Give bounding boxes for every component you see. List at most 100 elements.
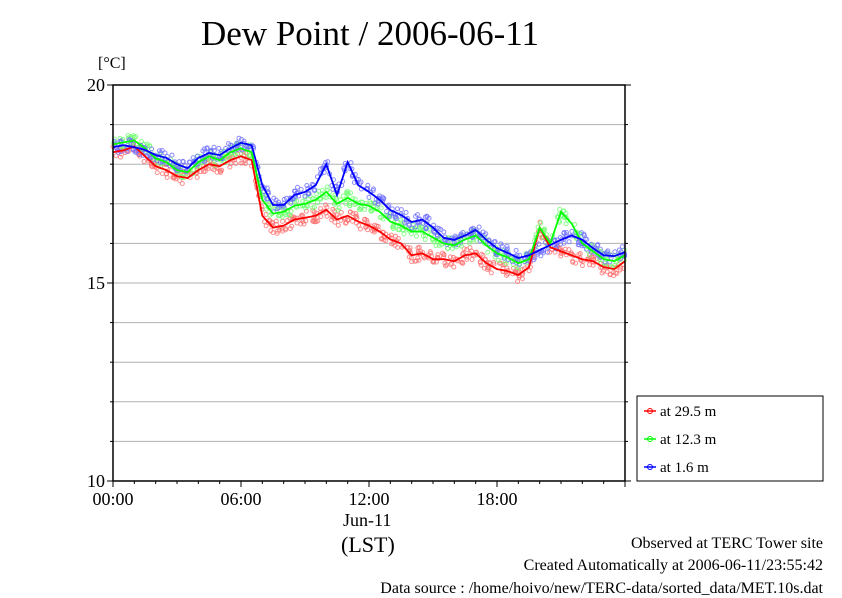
scatter-point (159, 147, 165, 153)
scatter-point (377, 193, 383, 199)
scatter-point (342, 220, 348, 226)
scatter-point (156, 148, 162, 154)
scatter-point (329, 217, 335, 223)
scatter-point (211, 144, 217, 150)
x-tick-label: 06:00 (220, 489, 261, 509)
scatter-point (538, 220, 544, 226)
x-tick-label: 12:00 (348, 489, 389, 509)
scatter-point (618, 265, 624, 271)
scatter-point (413, 258, 419, 264)
scatter-point (236, 135, 242, 141)
scatter-point (399, 213, 405, 219)
scatter-point (562, 246, 568, 252)
scatter-point (561, 240, 567, 246)
scatter-point (346, 202, 352, 208)
scatter-point (488, 270, 494, 276)
y-tick-label: 20 (87, 75, 105, 95)
legend: at 29.5 m at 12.3 m at 1.6 m (636, 395, 824, 482)
scatter-point (138, 142, 144, 148)
scatter-point (187, 159, 193, 165)
scatter-point (374, 223, 380, 229)
scatter-point (154, 170, 160, 176)
scatter-point (318, 206, 324, 212)
scatter-point (458, 259, 464, 265)
scatter-point (173, 176, 179, 182)
scatter-point (338, 209, 344, 215)
scatter-point (515, 279, 521, 285)
scatter-point (477, 260, 483, 266)
legend-marker (647, 436, 653, 442)
scatter-point (345, 191, 351, 197)
scatter-point (311, 188, 317, 194)
scatter-point (611, 263, 617, 269)
scatter-point (295, 184, 301, 190)
scatter-point (401, 231, 407, 237)
scatter-point (233, 160, 239, 166)
scatter-point (423, 226, 429, 232)
scatter-point (433, 259, 439, 265)
scatter-point (298, 186, 304, 192)
scatter-point (378, 205, 384, 211)
scatter-point (302, 205, 308, 211)
scatter-point (369, 228, 375, 234)
scatter-point (435, 252, 441, 258)
scatter-point (200, 169, 206, 175)
scatter-point (406, 254, 412, 260)
chart-title: Dew Point / 2006-06-11 (201, 14, 539, 53)
scatter-point (605, 248, 611, 254)
scatter-point (369, 208, 375, 214)
scatter-point (491, 259, 497, 265)
scatter-point (409, 259, 415, 265)
scatter-point (348, 160, 354, 166)
scatter-point (434, 225, 440, 231)
scatter-point (490, 242, 496, 248)
scatter-point (431, 259, 437, 265)
scatter-point (264, 185, 270, 191)
scatter-point (335, 222, 341, 228)
footer-source: Data source : /home/hoivo/new/TERC-data/… (380, 580, 823, 597)
footer-observed: Observed at TERC Tower site (630, 535, 823, 552)
scatter-point (294, 220, 300, 226)
scatter-point (218, 156, 224, 162)
scatter-point (477, 231, 483, 237)
x-date-label: Jun-11 (343, 510, 392, 530)
scatter-point (333, 194, 339, 200)
scatter-point (303, 218, 309, 224)
scatter-point (372, 200, 378, 206)
scatter-point (314, 200, 320, 206)
scatter-point (394, 206, 400, 212)
scatter-point (581, 233, 587, 239)
scatter-point (310, 205, 316, 211)
scatter-point (420, 220, 426, 226)
scatter-point (288, 195, 294, 201)
y-tick-label: 15 (87, 273, 105, 293)
scatter-point (614, 271, 620, 277)
scatter-point (563, 230, 569, 236)
scatter-point (540, 250, 546, 256)
scatter-point (562, 214, 568, 220)
scatter-point (431, 239, 437, 245)
scatter-point (211, 148, 217, 154)
x-axis-label: (LST) (341, 532, 395, 557)
x-tick-label: 18:00 (476, 489, 517, 509)
scatter-point (306, 191, 312, 197)
series-line-at-12-3-m (112, 139, 626, 265)
scatter-point (495, 257, 501, 263)
scatter-point (584, 236, 590, 242)
scatter-point (381, 237, 387, 243)
scatter-point (461, 246, 467, 252)
plot-frame (112, 84, 626, 482)
scatter-point (526, 268, 532, 274)
scatter-point (159, 171, 165, 177)
scatter-point (422, 236, 428, 242)
y-tick-label: 10 (87, 471, 105, 491)
scatter-point (409, 225, 415, 231)
scatter-point (595, 242, 601, 248)
scatter-point (504, 246, 510, 252)
scatter-point (164, 174, 170, 180)
scatter-point (406, 222, 412, 228)
scatter-point (536, 241, 542, 247)
legend-marker (647, 408, 653, 414)
scatter-point (424, 214, 430, 220)
